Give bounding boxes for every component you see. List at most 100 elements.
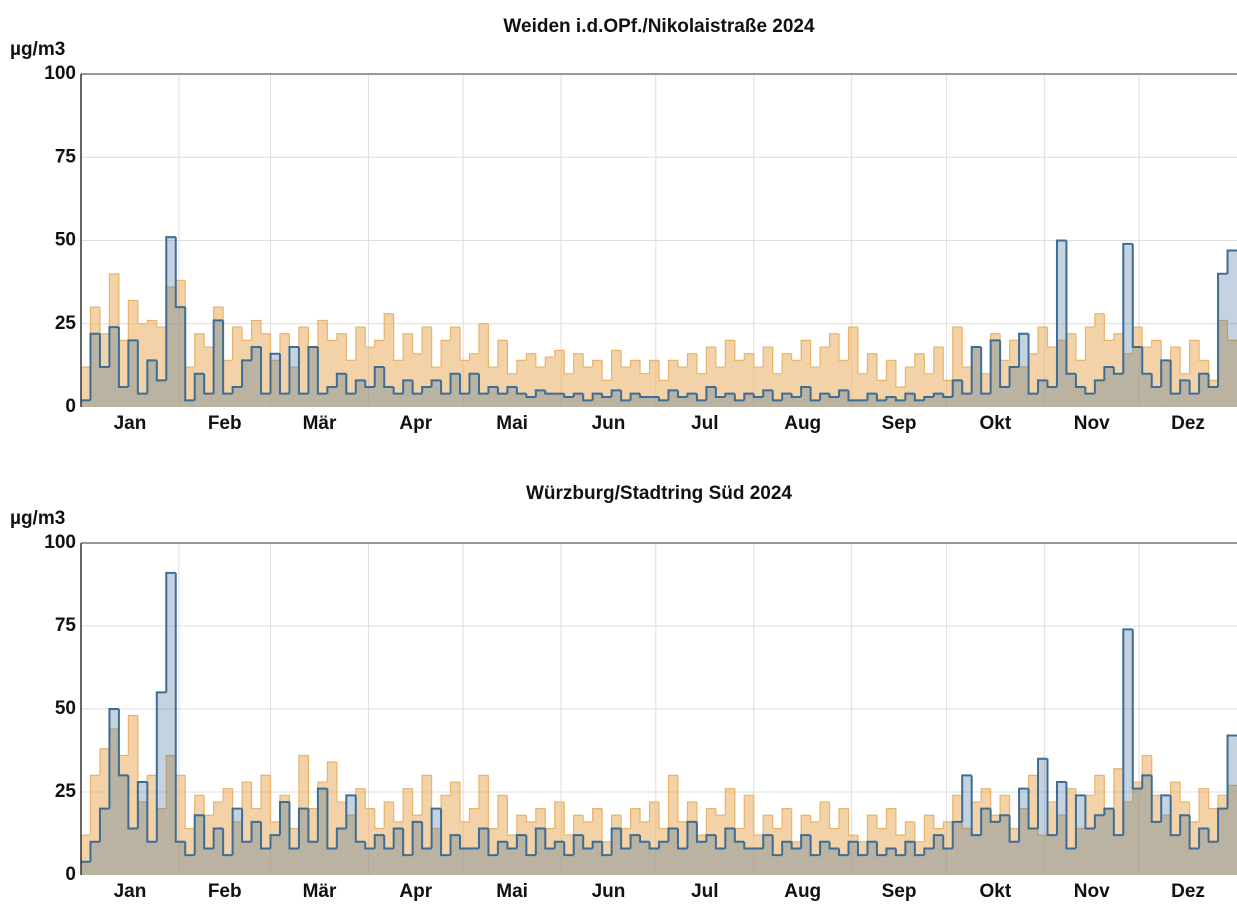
step-line [999,794,1010,816]
step-area [1208,841,1219,875]
step-area [763,835,773,875]
step-area [564,397,574,407]
step-area [412,821,423,875]
step-line [714,835,726,850]
step-area [1094,815,1105,875]
step-line [1150,373,1162,389]
step-area [403,855,413,875]
x-tick-label: Sep [882,881,917,902]
step-line [696,801,707,836]
step-line [99,748,110,776]
step-area [1009,841,1020,875]
step-line [753,795,764,836]
step-area [412,393,423,407]
step-line [326,761,337,783]
step-line [430,379,442,388]
step-area [365,848,375,875]
step-line [392,827,404,849]
step-area [696,841,707,875]
step-area [1123,629,1133,875]
step-area [516,815,527,875]
step-area [715,815,726,875]
step-line [487,828,498,857]
step-area [232,821,243,875]
step-area [317,782,328,875]
step-area [1028,775,1039,875]
step-area [1000,360,1010,407]
step-area [602,397,612,407]
step-line [1141,754,1152,783]
step-line [592,359,603,368]
step-area [118,387,129,407]
step-line [421,326,432,354]
step-line [790,841,802,850]
step-area [156,380,167,407]
step-line [734,788,745,830]
step-area [261,393,271,407]
step-line [212,827,224,849]
step-area [431,828,442,875]
step-area [1161,360,1171,407]
step-area [886,397,896,407]
step-area [374,340,385,407]
step-area [763,390,773,407]
step-line [1084,326,1095,361]
step-line [809,835,821,857]
step-line [1217,272,1228,388]
x-tick-label: Jul [691,881,718,902]
step-line [127,339,138,388]
step-area [431,808,442,875]
step-area [611,390,622,407]
step-area [242,841,252,875]
step-area [450,373,461,407]
step-area [867,393,877,407]
step-line [118,728,129,757]
step-line [117,327,129,389]
step-line [194,333,205,368]
step-line [127,775,138,830]
step-area [867,353,877,407]
step-area [924,848,934,875]
step-line [496,387,508,395]
step-area [147,775,157,875]
step-area [109,327,119,407]
step-line [1131,629,1143,790]
step-area [1142,373,1152,407]
step-area [1066,373,1076,407]
step-area [677,848,688,875]
step-area [204,848,214,875]
y-tick-label: 75 [55,615,77,636]
step-area [829,333,840,407]
step-area [1094,313,1105,407]
step-area [1161,360,1171,407]
step-line [1198,788,1209,822]
step-area [630,808,641,875]
step-area [1151,821,1162,875]
step-line [866,814,877,842]
step-area [715,367,726,407]
x-tick-label: Jan [114,881,147,902]
step-area [886,360,896,407]
step-area [1056,240,1067,407]
step-line [459,373,470,395]
step-line [449,781,461,796]
step-area [147,320,157,407]
step-line [477,827,489,849]
step-line [317,319,328,348]
step-area [981,373,991,407]
step-area [1019,808,1029,875]
step-area [516,393,527,407]
step-line [525,835,536,857]
step-area [952,380,963,407]
step-area [460,848,470,875]
step-line [184,307,195,402]
step-line [791,808,802,843]
step-line [762,834,773,849]
step-line [165,236,176,381]
step-line [374,339,385,348]
step-area [649,848,659,875]
step-line [316,347,328,395]
step-area [327,762,337,875]
step-area [640,397,650,407]
step-area [659,380,669,407]
